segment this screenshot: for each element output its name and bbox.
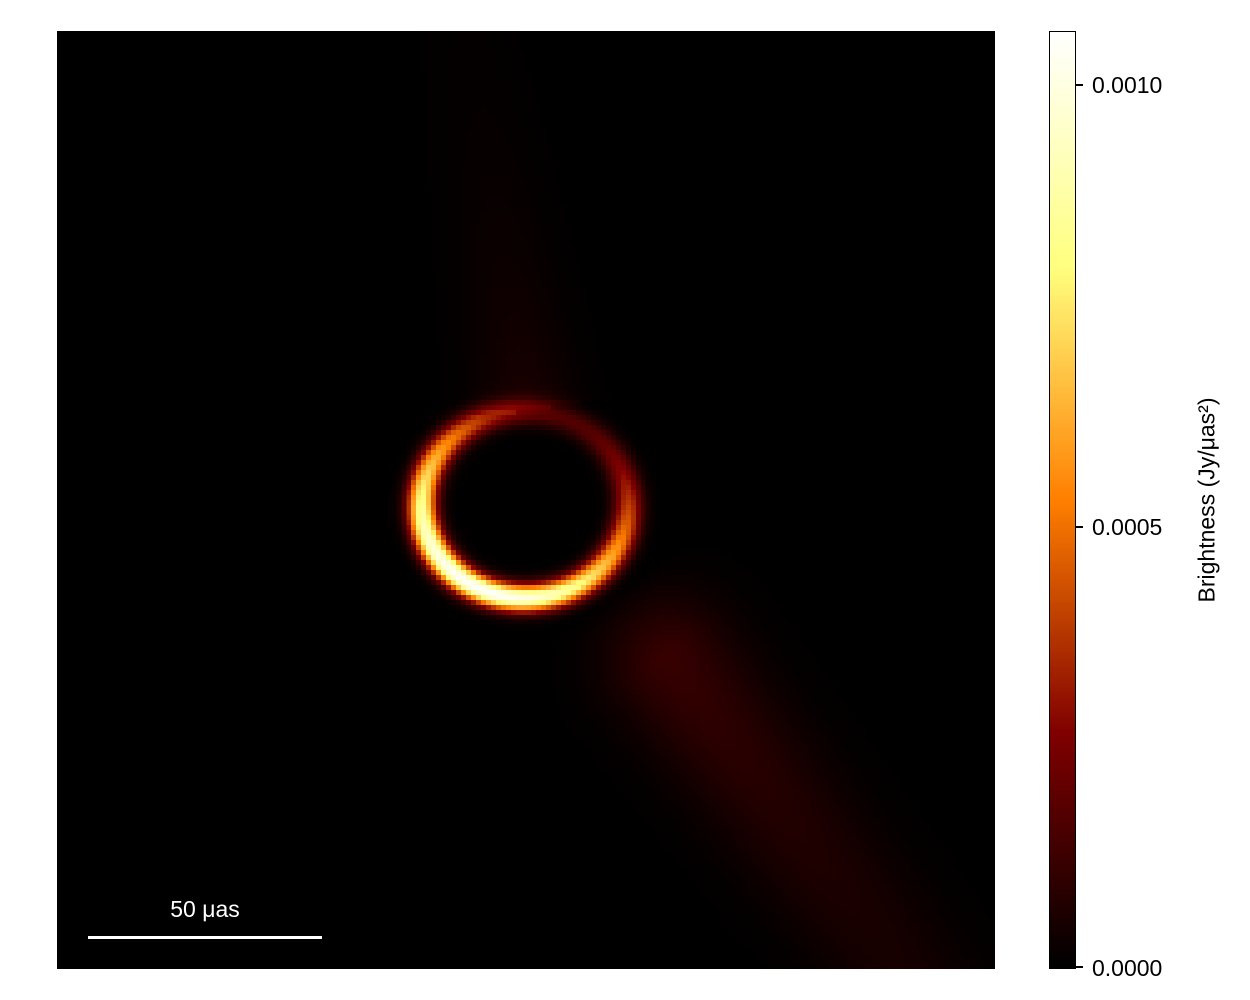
brightness-map — [57, 31, 995, 969]
colorbar-tick-label: 0.0005 — [1092, 514, 1163, 540]
scalebar-line — [88, 936, 322, 939]
colorbar — [1049, 31, 1076, 969]
colorbar-tick — [1075, 526, 1083, 528]
colorbar-tick — [1075, 84, 1083, 86]
colorbar-gradient — [1050, 32, 1075, 968]
colorbar-tick — [1075, 966, 1083, 968]
colorbar-tick-label: 0.0000 — [1092, 955, 1163, 981]
heatmap-image — [57, 31, 995, 969]
scalebar-label: 50 μas — [170, 896, 240, 922]
colorbar-tick-label: 0.0010 — [1092, 72, 1163, 98]
colorbar-label: Brightness (Jy/μas²) — [1193, 397, 1220, 603]
